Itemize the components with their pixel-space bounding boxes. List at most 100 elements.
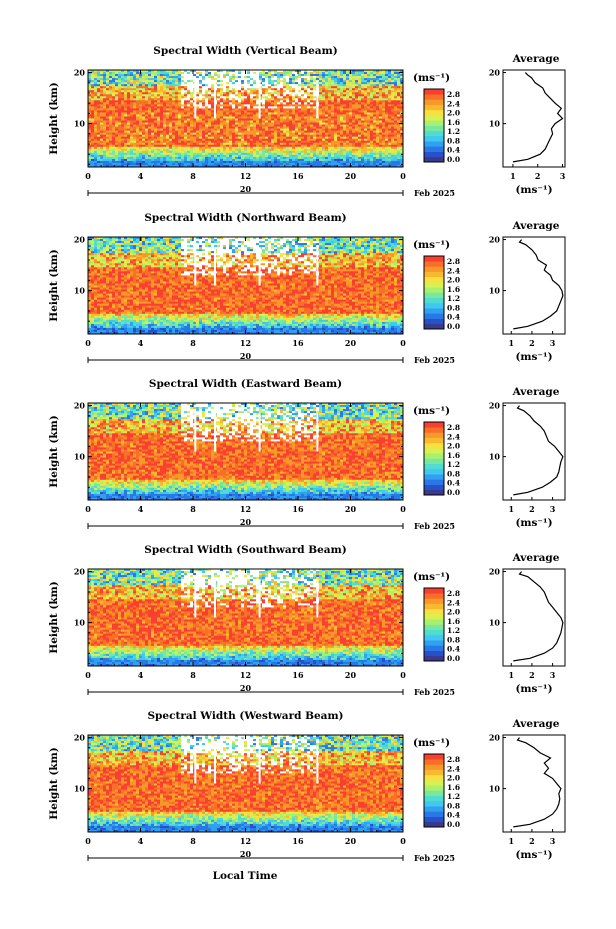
heatmap-cell <box>244 108 248 111</box>
heatmap-cell <box>346 128 350 131</box>
heatmap-cell <box>256 122 260 125</box>
heatmap-cell <box>124 86 128 89</box>
heatmap-cell <box>133 86 137 89</box>
heatmap-cell <box>355 98 359 101</box>
heatmap-cell <box>391 118 395 121</box>
heatmap-cell <box>376 84 380 87</box>
heatmap-cell <box>313 132 317 135</box>
heatmap-cell <box>217 70 221 73</box>
heatmap-cell <box>355 130 359 133</box>
heatmap-cell <box>304 100 308 103</box>
heatmap-cell <box>232 116 236 119</box>
heatmap-cell <box>103 92 107 95</box>
heatmap-cell <box>289 140 293 144</box>
heatmap-cell <box>388 140 392 144</box>
heatmap-cell <box>334 132 338 135</box>
heatmap-cell <box>205 158 209 162</box>
heatmap-cell <box>112 138 116 142</box>
heatmap-cell <box>328 150 332 154</box>
heatmap-cell <box>103 146 107 150</box>
heatmap-cell <box>382 70 386 73</box>
heatmap-cell <box>391 128 395 131</box>
heatmap-cell <box>127 162 131 166</box>
heatmap-cell <box>310 112 314 115</box>
heatmap-cell <box>388 92 392 95</box>
heatmap-cell <box>229 164 233 168</box>
heatmap-cell <box>328 116 332 119</box>
heatmap-cell <box>391 136 395 140</box>
heatmap-cell <box>160 138 164 142</box>
heatmap-cell <box>160 104 164 107</box>
heatmap-cell <box>193 158 197 162</box>
heatmap-cell <box>229 138 233 142</box>
heatmap-cell <box>133 98 137 101</box>
heatmap-cell <box>364 116 368 119</box>
heatmap-cell <box>202 154 206 158</box>
heatmap-cell <box>304 158 308 162</box>
heatmap-cell <box>349 152 353 156</box>
heatmap-cell <box>388 112 392 115</box>
heatmap-cell <box>229 128 233 131</box>
heatmap-cell <box>250 136 254 140</box>
heatmap-cell <box>397 104 401 107</box>
heatmap-cell <box>211 130 215 133</box>
heatmap-cell <box>259 126 263 129</box>
heatmap-cell <box>271 148 275 152</box>
heatmap-cell <box>265 164 269 168</box>
heatmap-cell <box>181 162 185 166</box>
heatmap-cell <box>253 124 257 127</box>
heatmap-cell <box>178 76 182 79</box>
heatmap-cell <box>172 132 176 135</box>
heatmap-cell <box>346 104 350 107</box>
heatmap-cell <box>172 164 176 168</box>
heatmap-cell <box>262 134 266 137</box>
heatmap-cell <box>286 134 290 137</box>
heatmap-cell <box>241 94 245 97</box>
heatmap-cell <box>202 118 206 121</box>
heatmap-cell <box>205 80 209 83</box>
heatmap-cell <box>274 92 278 95</box>
heatmap-cell <box>286 142 290 146</box>
heatmap-cell <box>202 134 206 137</box>
heatmap-cell <box>115 134 119 137</box>
heatmap-cell <box>265 130 269 133</box>
heatmap-cell <box>133 158 137 162</box>
heatmap-cell <box>388 118 392 121</box>
heatmap-cell <box>319 98 323 101</box>
heatmap-cell <box>109 136 113 140</box>
heatmap-cell <box>298 84 302 87</box>
heatmap-cell <box>322 126 326 129</box>
heatmap-cell <box>139 158 143 162</box>
heatmap-cell <box>103 156 107 160</box>
heatmap-cell <box>103 102 107 105</box>
heatmap-cell <box>367 120 371 123</box>
heatmap-cell <box>316 154 320 158</box>
heatmap-cell <box>112 148 116 152</box>
heatmap-cell <box>400 110 404 113</box>
heatmap-cell <box>229 86 233 89</box>
heatmap-cell <box>136 134 140 137</box>
heatmap-cell <box>400 106 404 109</box>
heatmap-cell <box>172 142 176 146</box>
heatmap-cell <box>289 112 293 115</box>
heatmap-cell <box>118 102 122 105</box>
heatmap-cell <box>307 162 311 166</box>
heatmap-cell <box>307 90 311 93</box>
heatmap-cell <box>334 126 338 129</box>
heatmap-cell <box>118 92 122 95</box>
heatmap-cell <box>163 124 167 127</box>
heatmap-cell <box>346 72 350 75</box>
heatmap-cell <box>112 94 116 97</box>
heatmap-cell <box>202 108 206 111</box>
heatmap-cell <box>289 80 293 83</box>
heatmap-cell <box>280 162 284 166</box>
heatmap-cell <box>232 80 236 83</box>
heatmap-cell <box>97 80 101 83</box>
heatmap-cell <box>151 72 155 75</box>
heatmap-cell <box>346 106 350 109</box>
heatmap-cell <box>361 150 365 154</box>
heatmap-cell <box>283 106 287 109</box>
heatmap-cell <box>277 158 281 162</box>
heatmap-cell <box>94 156 98 160</box>
heatmap-cell <box>337 126 341 129</box>
